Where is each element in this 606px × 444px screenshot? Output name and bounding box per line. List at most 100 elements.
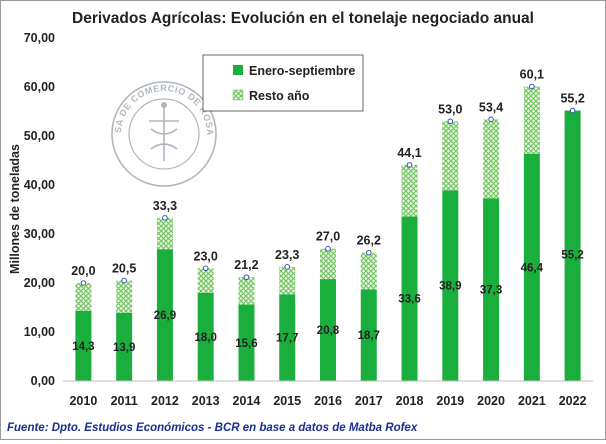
x-tick-label: 2012 [151,394,179,408]
x-tick-label: 2014 [233,394,261,408]
total-marker [162,215,168,221]
legend-swatch-enero-septiembre [233,65,243,75]
legend-swatch-resto-ano [232,89,244,101]
x-tick-label: 2019 [436,394,464,408]
bar-enero-septiembre [523,153,540,381]
x-tick-label: 2017 [355,394,383,408]
bar-enero-septiembre [320,279,336,381]
total-label: 21,2 [234,258,258,272]
legend-label-enero-septiembre: Enero-septiembre [249,64,355,78]
value-label-enero-septiembre: 20,8 [317,325,340,337]
bar-resto-ano [442,121,459,191]
total-marker [121,277,127,284]
total-marker [325,245,331,252]
total-label: 55,2 [560,92,584,106]
bar-resto-ano [197,268,214,293]
value-label-enero-septiembre: 38,9 [439,281,461,293]
total-label: 26,2 [357,234,381,248]
bar-enero-septiembre [156,249,173,381]
bar-enero-septiembre [483,198,500,381]
total-label: 20,0 [71,264,95,278]
x-tick-label: 2016 [314,394,342,408]
total-marker [284,264,291,270]
y-axis-label: Millones de toneladas [8,144,22,274]
bar-resto-ano [320,248,336,280]
bar-enero-septiembre [116,312,133,381]
total-marker [365,249,372,256]
y-tick-label: 40,00 [24,178,55,192]
bar-enero-septiembre [279,294,296,381]
x-tick-label: 2022 [559,394,587,408]
value-label-enero-septiembre: 33,6 [398,294,420,306]
value-label-enero-septiembre: 37,3 [480,285,502,297]
total-label: 44,1 [397,146,421,160]
bar-resto-ano [279,266,296,295]
y-tick-label: 50,00 [24,129,55,143]
value-label-enero-septiembre: 55,2 [561,250,583,262]
x-tick-label: 2011 [111,394,138,408]
bar-resto-ano [401,164,418,217]
y-tick-label: 30,00 [24,227,55,241]
total-marker [529,83,535,90]
x-tick-label: 2021 [518,394,546,408]
total-label: 53,0 [438,102,462,116]
legend-label-resto-ano: Resto año [249,89,310,103]
bar-enero-septiembre [360,289,377,381]
chart-title: Derivados Agrícolas: Evolución en el ton… [72,10,534,27]
bar-resto-ano [156,217,173,250]
bar-enero-septiembre [75,310,92,381]
legend: Enero-septiembre Resto año [202,54,364,112]
total-label: 20,5 [112,262,136,276]
value-label-enero-septiembre: 26,9 [154,310,176,322]
x-axis: 2010 2011 2012 2013 2014 2015 2016 2017 2018 2019… [63,380,593,408]
x-tick-label: 2015 [273,394,301,408]
bar-enero-septiembre [238,304,255,381]
source-note: Fuente: Dpto. Estudios Económicos - BCR … [7,422,418,434]
y-tick-label: 70,00 [24,31,55,45]
value-label-enero-septiembre: 17,7 [276,333,298,345]
value-label-enero-septiembre: 15,6 [235,338,257,350]
value-label-enero-septiembre: 18,7 [358,330,380,342]
value-label-enero-septiembre: 13,9 [113,342,135,354]
legend-box [202,54,364,112]
y-axis: 0,00 10,00 20,00 30,00 40,00 50,00 60,00 70,00 [24,31,55,388]
total-label: 33,3 [153,199,177,213]
bar-resto-ano [360,252,377,290]
y-tick-label: 60,00 [24,80,55,94]
total-label: 53,4 [479,100,503,114]
total-label: 60,1 [520,68,544,82]
total-marker [202,265,209,272]
total-marker [80,280,87,286]
data-labels: 20,0 14,3 20,5 13,9 33,3 26,9 23,0 18,0 21,2 15,6… [71,68,585,354]
bar-resto-ano [238,277,255,305]
total-marker [447,118,454,125]
total-marker [243,274,250,280]
total-label: 23,0 [194,249,218,263]
x-tick-label: 2013 [192,394,220,408]
bar-enero-septiembre [564,110,581,382]
x-tick-label: 2018 [396,394,424,408]
bar-resto-ano [116,280,133,313]
total-label: 27,0 [316,230,340,244]
value-label-enero-septiembre: 18,0 [194,332,216,344]
y-tick-label: 10,00 [24,325,55,339]
total-marker [406,162,413,168]
value-label-enero-septiembre: 46,4 [521,262,544,274]
bars [75,83,581,382]
value-label-enero-septiembre: 14,3 [72,341,94,353]
total-label: 23,3 [275,248,299,262]
y-tick-label: 0,00 [31,374,55,388]
total-marker [488,116,494,123]
bar-enero-septiembre [197,292,214,381]
bar-resto-ano [523,86,540,154]
bar-enero-septiembre [401,216,418,381]
total-marker [569,107,576,114]
bar-enero-septiembre [442,190,459,381]
y-tick-label: 20,00 [24,276,55,290]
bar-resto-ano [75,283,92,311]
x-tick-label: 2010 [69,394,97,408]
bar-resto-ano [483,119,500,199]
x-tick-label: 2020 [477,394,505,408]
